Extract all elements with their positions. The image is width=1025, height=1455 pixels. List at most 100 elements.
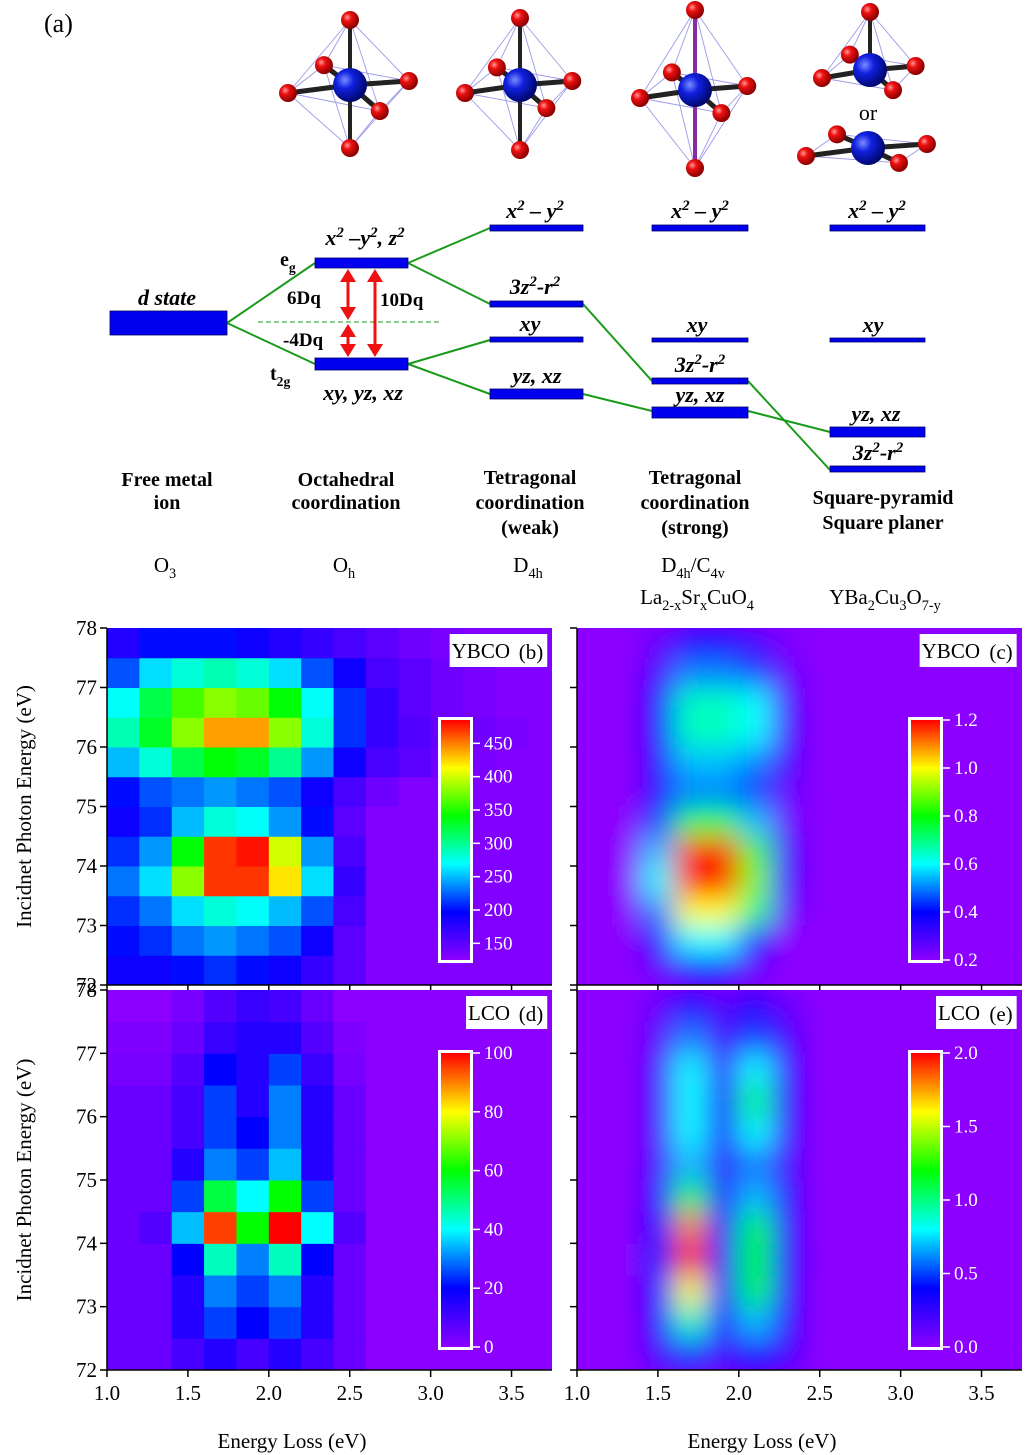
heat-cell (933, 687, 966, 718)
heat-cell (674, 806, 707, 837)
heat-cell (204, 1116, 237, 1149)
heat-cell (738, 1275, 772, 1308)
heat-cell (495, 1306, 529, 1339)
heat-cell (333, 1116, 367, 1149)
heat-cell (236, 990, 270, 1023)
heat-cell (835, 1243, 869, 1276)
heat-cell (609, 1116, 643, 1149)
heat-cell (139, 895, 173, 926)
x-tick-label: 2.0 (256, 1381, 282, 1405)
orbital-label: yz, xz (673, 382, 725, 407)
symmetry-label-part: 3 (169, 566, 176, 582)
heat-cell (107, 806, 140, 837)
heat-cell (577, 1243, 610, 1276)
orbital-label-part: , z (377, 225, 398, 250)
heat-cell (771, 776, 805, 807)
heat-cell (236, 1085, 270, 1118)
heat-cell (139, 776, 173, 807)
heat-cell (495, 1116, 529, 1149)
heat-cell (139, 1306, 173, 1339)
energy-level (651, 224, 749, 232)
heat-cell (641, 717, 675, 748)
heat-cell (609, 717, 643, 748)
symmetry-label-part: D (661, 553, 676, 577)
orbital-label-part: yz, xz (673, 382, 725, 407)
heat-cell (333, 747, 367, 778)
column-label: ion (154, 492, 181, 514)
y-tick-label: 72 (76, 973, 97, 997)
heat-cell (771, 747, 805, 778)
heat-cell (997, 1211, 1022, 1244)
heat-cell (268, 895, 302, 926)
orbital-label-part: – y (525, 198, 557, 223)
heat-cell (107, 990, 140, 1023)
heat-cell (527, 895, 552, 926)
heat-cell (803, 1275, 837, 1308)
heat-cell (495, 1243, 529, 1276)
heat-cell (365, 1148, 399, 1181)
heat-cell (706, 955, 740, 985)
heat-cell (641, 1053, 675, 1086)
connector (407, 227, 491, 264)
colorbar-tick-label: 60 (484, 1161, 503, 1182)
energy-level (109, 310, 228, 336)
heat-cell (268, 806, 302, 837)
heat-cell (706, 1116, 740, 1149)
heat-cell (139, 1275, 173, 1308)
edge (464, 17, 521, 94)
heat-cell (139, 1085, 173, 1118)
edge (519, 17, 547, 109)
compound-label-part: CuO (707, 585, 747, 609)
edge (287, 92, 351, 149)
heat-cell (365, 747, 399, 778)
heat-cell (997, 747, 1022, 778)
heat-cell (268, 717, 302, 748)
heat-cell (641, 1180, 675, 1213)
colorbar-tick-label: 40 (484, 1219, 503, 1240)
heat-cell (333, 1306, 367, 1339)
heat-cell (965, 895, 999, 926)
heat-cell (268, 1243, 302, 1276)
heat-cell (803, 866, 837, 897)
heat-cell (430, 990, 464, 1023)
heat-cell (139, 1243, 173, 1276)
heat-cell (398, 1338, 432, 1370)
column-label: coordination (476, 492, 585, 514)
heat-cell (365, 1180, 399, 1213)
heat-cell (398, 1180, 432, 1213)
heat-cell (738, 628, 772, 659)
heat-cell (301, 1243, 335, 1276)
heat-cell (333, 1338, 367, 1370)
connector (407, 363, 491, 395)
y-tick-label: 75 (76, 795, 97, 819)
heat-cell (706, 1306, 740, 1339)
heat-cell (398, 955, 432, 985)
heat-cell (803, 1306, 837, 1339)
heat-cell (527, 1243, 552, 1276)
heat-cell (674, 1180, 707, 1213)
heat-cell (965, 1306, 999, 1339)
heat-cell (139, 1180, 173, 1213)
arrow-head (367, 344, 383, 357)
orbital-label-part: 2 (858, 198, 867, 214)
colorbar-tick-label: 400 (484, 767, 513, 788)
heat-cell (738, 1021, 772, 1054)
heat-cell (738, 1211, 772, 1244)
heat-cell (835, 1148, 869, 1181)
heat-cell (204, 687, 237, 718)
orbital-label: x2 – y2 (670, 198, 729, 223)
heat-cell (236, 836, 270, 867)
heat-cell (577, 1306, 610, 1339)
heat-cell (268, 776, 302, 807)
heat-cell (107, 1180, 140, 1213)
heat-cell (868, 628, 902, 659)
heat-cell (706, 895, 740, 926)
heat-cell (495, 806, 529, 837)
heat-cell (771, 1275, 805, 1308)
heat-cell (609, 747, 643, 778)
heat-cell (674, 836, 707, 867)
edge (694, 112, 722, 169)
orbital-label: 3z2-r2 (509, 274, 561, 299)
heat-cell (674, 1211, 707, 1244)
heat-cell (268, 1275, 302, 1308)
